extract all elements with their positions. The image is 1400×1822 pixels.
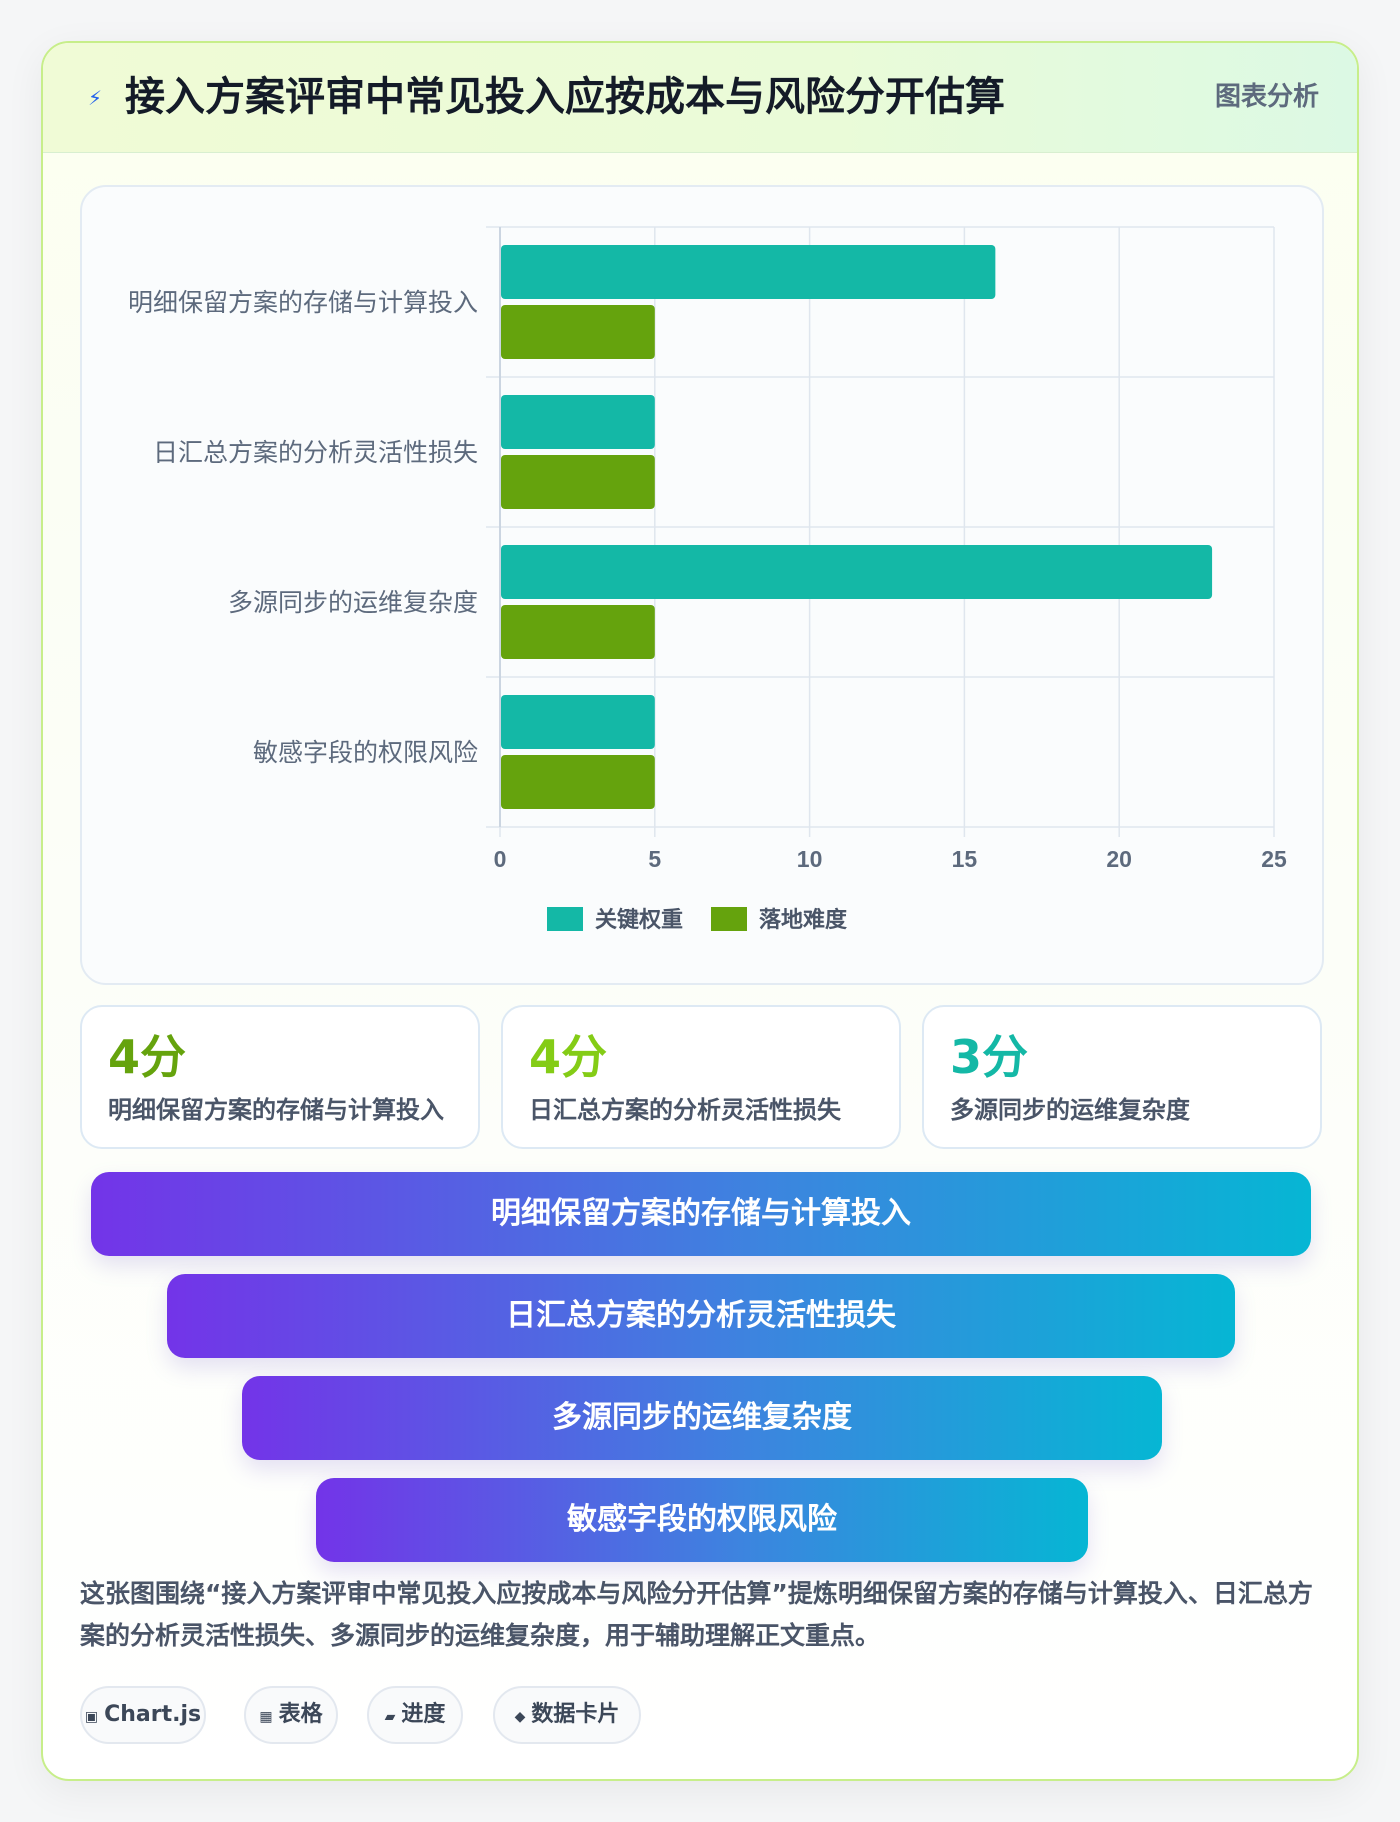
stat-label: 日汇总方案的分析灵活性损失 <box>529 1096 841 1124</box>
x-tick-label: 10 <box>797 846 823 872</box>
y-category-label: 多源同步的运维复杂度 <box>228 588 478 617</box>
tag-chartjs[interactable]: ▣ Chart.js <box>80 1686 206 1744</box>
legend-label: 关键权重 <box>595 907 683 933</box>
stat-value: 4分 <box>108 1030 187 1084</box>
y-category-label: 敏感字段的权限风险 <box>253 738 478 767</box>
tag-label: 数据卡片 <box>531 1702 620 1727</box>
stat-cards: 4分 明细保留方案的存储与计算投入 4分 日汇总方案的分析灵活性损失 3分 多源… <box>80 1005 1324 1149</box>
header-tag: 图表分析 <box>1214 82 1319 112</box>
x-tick-label: 15 <box>952 846 978 872</box>
tag-table[interactable]: ▦ 表格 <box>244 1686 338 1744</box>
stat-value: 4分 <box>529 1030 608 1084</box>
stat-card: 4分 日汇总方案的分析灵活性损失 <box>501 1005 901 1149</box>
x-tick-label: 20 <box>1106 846 1132 872</box>
legend-swatch <box>711 907 747 931</box>
tag-label: 表格 <box>278 1702 323 1727</box>
lightning-icon: ⚡ <box>87 86 103 110</box>
page-title: 接入方案评审中常见投入应按成本与风险分开估算 <box>125 74 1005 120</box>
bar <box>501 245 996 299</box>
stat-value: 3分 <box>950 1030 1029 1084</box>
bar <box>501 455 655 509</box>
bar <box>501 545 1213 599</box>
bar <box>501 755 655 809</box>
tag-label: 进度 <box>401 1702 446 1727</box>
y-category-label: 日汇总方案的分析灵活性损失 <box>153 438 478 467</box>
stat-card: 3分 多源同步的运维复杂度 <box>922 1005 1322 1149</box>
bar-chart: 0 5 10 15 20 25 明细保留方案的存储与计算投入日汇总方案的分析灵活性损失多源同… <box>128 226 1287 933</box>
bar <box>501 695 655 749</box>
stat-card: 4分 明细保留方案的存储与计算投入 <box>80 1005 480 1149</box>
summary-text: 这张图围绕“接入方案评审中常见投入应按成本与风险分开估算”提炼明细保留方案的存储… <box>80 1579 1313 1650</box>
bar <box>501 305 655 359</box>
chart-card: ⚡ 接入方案评审中常见投入应按成本与风险分开估算 图表分析 0 5 10 15 20 25… <box>41 41 1359 1781</box>
funnel-step: 多源同步的运维复杂度 <box>242 1376 1162 1460</box>
stat-label: 明细保留方案的存储与计算投入 <box>108 1096 444 1124</box>
stat-label: 多源同步的运维复杂度 <box>950 1096 1190 1124</box>
tag-label: Chart.js <box>104 1702 202 1727</box>
funnel-step: 敏感字段的权限风险 <box>316 1478 1088 1562</box>
bar <box>501 395 655 449</box>
funnel-step: 日汇总方案的分析灵活性损失 <box>167 1274 1235 1358</box>
table-icon: ▦ <box>259 1709 273 1725</box>
x-tick-label: 5 <box>648 846 661 872</box>
data-card-icon: ◆ <box>514 1709 526 1725</box>
tag-data-card[interactable]: ◆ 数据卡片 <box>493 1686 641 1744</box>
chart-icon: ▣ <box>84 1709 99 1725</box>
legend-label: 落地难度 <box>759 907 848 933</box>
x-tick-label: 25 <box>1261 846 1287 872</box>
funnel-step: 明细保留方案的存储与计算投入 <box>91 1172 1311 1256</box>
bar <box>501 605 655 659</box>
chart-panel: 0 5 10 15 20 25 明细保留方案的存储与计算投入日汇总方案的分析灵活性损失多源同… <box>80 185 1324 985</box>
legend-swatch <box>547 907 583 931</box>
x-tick-label: 0 <box>494 846 507 872</box>
progress-icon: ▰ <box>384 1709 396 1725</box>
y-category-label: 明细保留方案的存储与计算投入 <box>128 288 478 317</box>
tag-progress[interactable]: ▰ 进度 <box>367 1686 463 1744</box>
card-header: ⚡ 接入方案评审中常见投入应按成本与风险分开估算 图表分析 <box>43 43 1357 153</box>
